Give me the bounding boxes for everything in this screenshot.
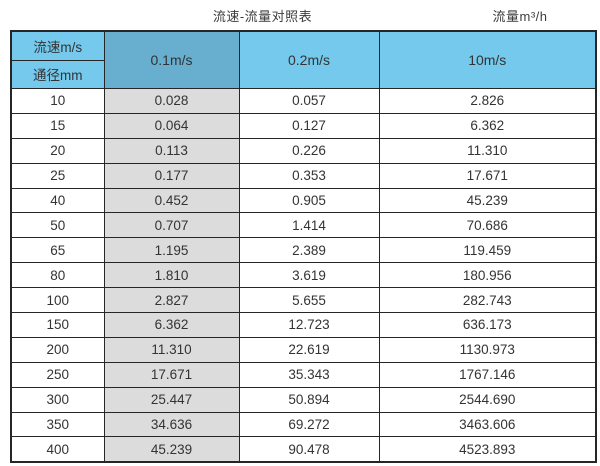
title-bar: 流速-流量对照表 流量m³/h xyxy=(0,0,600,30)
flow-value-cell: 2.389 xyxy=(238,237,380,264)
table-row: 100 2.827 5.655 282.743 xyxy=(10,287,597,314)
flow-value-cell: 12.723 xyxy=(238,312,380,338)
flow-value-cell: 0.226 xyxy=(238,137,380,164)
flow-value-cell: 6.362 xyxy=(378,112,597,139)
flow-value-cell: 4523.893 xyxy=(378,436,597,463)
table-row: 150 6.362 12.723 636.173 xyxy=(10,312,597,338)
flow-value-cell: 45.239 xyxy=(103,436,240,463)
flow-value-cell: 2544.690 xyxy=(378,386,597,413)
corner-velocity-header: 流速m/s xyxy=(10,30,105,61)
flow-value-cell: 282.743 xyxy=(378,287,597,314)
table-header: 流速m/s 0.1m/s 0.2m/s 10m/s 通径mm xyxy=(10,30,597,89)
flow-value-cell: 636.173 xyxy=(378,312,597,338)
flow-value-cell: 0.707 xyxy=(103,212,240,239)
flow-value-cell: 45.239 xyxy=(378,187,597,214)
table-row: 10 0.028 0.057 2.826 xyxy=(10,88,597,114)
flow-value-cell: 34.636 xyxy=(103,411,240,438)
flow-value-cell: 119.459 xyxy=(378,237,597,264)
diameter-cell: 300 xyxy=(10,386,105,413)
flow-value-cell: 90.478 xyxy=(238,436,380,463)
table-row: 300 25.447 50.894 2544.690 xyxy=(10,386,597,413)
diameter-cell: 65 xyxy=(10,237,105,264)
flow-value-cell: 1130.973 xyxy=(378,336,597,363)
diameter-cell: 250 xyxy=(10,361,105,388)
diameter-cell: 50 xyxy=(10,212,105,239)
flow-value-cell: 17.671 xyxy=(103,361,240,388)
flow-value-cell: 50.894 xyxy=(238,386,380,413)
column-header-10ms: 10m/s xyxy=(378,30,597,89)
diameter-cell: 150 xyxy=(10,312,105,338)
flow-value-cell: 11.310 xyxy=(378,137,597,164)
table-title: 流速-流量对照表 xyxy=(212,9,313,24)
column-header-0-2ms: 0.2m/s xyxy=(238,30,380,89)
table-row: 400 45.239 90.478 4523.893 xyxy=(10,436,597,463)
flow-unit-label: 流量m³/h xyxy=(492,9,548,24)
diameter-cell: 15 xyxy=(10,112,105,139)
flow-value-cell: 1767.146 xyxy=(378,361,597,388)
flow-value-cell: 2.826 xyxy=(378,88,597,114)
flow-value-cell: 3.619 xyxy=(238,262,380,289)
flow-value-cell: 0.353 xyxy=(238,162,380,189)
table-row: 25 0.177 0.353 17.671 xyxy=(10,162,597,189)
flow-value-cell: 1.414 xyxy=(238,212,380,239)
flow-value-cell: 180.956 xyxy=(378,262,597,289)
flow-value-cell: 25.447 xyxy=(103,386,240,413)
flow-value-cell: 1.195 xyxy=(103,237,240,264)
diameter-cell: 20 xyxy=(10,137,105,164)
table-row: 350 34.636 69.272 3463.606 xyxy=(10,411,597,438)
table-row: 80 1.810 3.619 180.956 xyxy=(10,262,597,289)
table-row: 50 0.707 1.414 70.686 xyxy=(10,212,597,239)
diameter-cell: 400 xyxy=(10,436,105,463)
flow-value-cell: 69.272 xyxy=(238,411,380,438)
table-row: 250 17.671 35.343 1767.146 xyxy=(10,361,597,388)
flow-value-cell: 6.362 xyxy=(103,312,240,338)
flow-value-cell: 0.028 xyxy=(103,88,240,114)
table-row: 15 0.064 0.127 6.362 xyxy=(10,112,597,139)
column-header-0-1ms: 0.1m/s xyxy=(103,30,240,89)
flow-value-cell: 17.671 xyxy=(378,162,597,189)
table-row: 20 0.113 0.226 11.310 xyxy=(10,137,597,164)
flow-value-cell: 0.127 xyxy=(238,112,380,139)
flow-value-cell: 2.827 xyxy=(103,287,240,314)
flow-value-cell: 3463.606 xyxy=(378,411,597,438)
flow-value-cell: 0.177 xyxy=(103,162,240,189)
diameter-cell: 40 xyxy=(10,187,105,214)
corner-diameter-header: 通径mm xyxy=(10,59,105,89)
flow-value-cell: 22.619 xyxy=(238,336,380,363)
diameter-cell: 100 xyxy=(10,287,105,314)
table-row: 200 11.310 22.619 1130.973 xyxy=(10,336,597,363)
diameter-cell: 25 xyxy=(10,162,105,189)
flow-value-cell: 0.905 xyxy=(238,187,380,214)
flow-value-cell: 11.310 xyxy=(103,336,240,363)
flow-value-cell: 0.057 xyxy=(238,88,380,114)
diameter-cell: 350 xyxy=(10,411,105,438)
flow-value-cell: 70.686 xyxy=(378,212,597,239)
flow-value-cell: 0.113 xyxy=(103,137,240,164)
flow-rate-table: 流速m/s 0.1m/s 0.2m/s 10m/s 通径mm 10 0.028 0.… xyxy=(10,30,597,464)
flow-value-cell: 0.064 xyxy=(103,112,240,139)
flow-value-cell: 0.452 xyxy=(103,187,240,214)
table-body: 10 0.028 0.057 2.826 15 0.064 0.127 6.362 20 0.11… xyxy=(10,88,597,463)
diameter-cell: 80 xyxy=(10,262,105,289)
diameter-cell: 200 xyxy=(10,336,105,363)
flow-value-cell: 1.810 xyxy=(103,262,240,289)
flow-value-cell: 5.655 xyxy=(238,287,380,314)
table-row: 40 0.452 0.905 45.239 xyxy=(10,187,597,214)
flow-value-cell: 35.343 xyxy=(238,361,380,388)
diameter-cell: 10 xyxy=(10,88,105,114)
table-row: 65 1.195 2.389 119.459 xyxy=(10,237,597,264)
